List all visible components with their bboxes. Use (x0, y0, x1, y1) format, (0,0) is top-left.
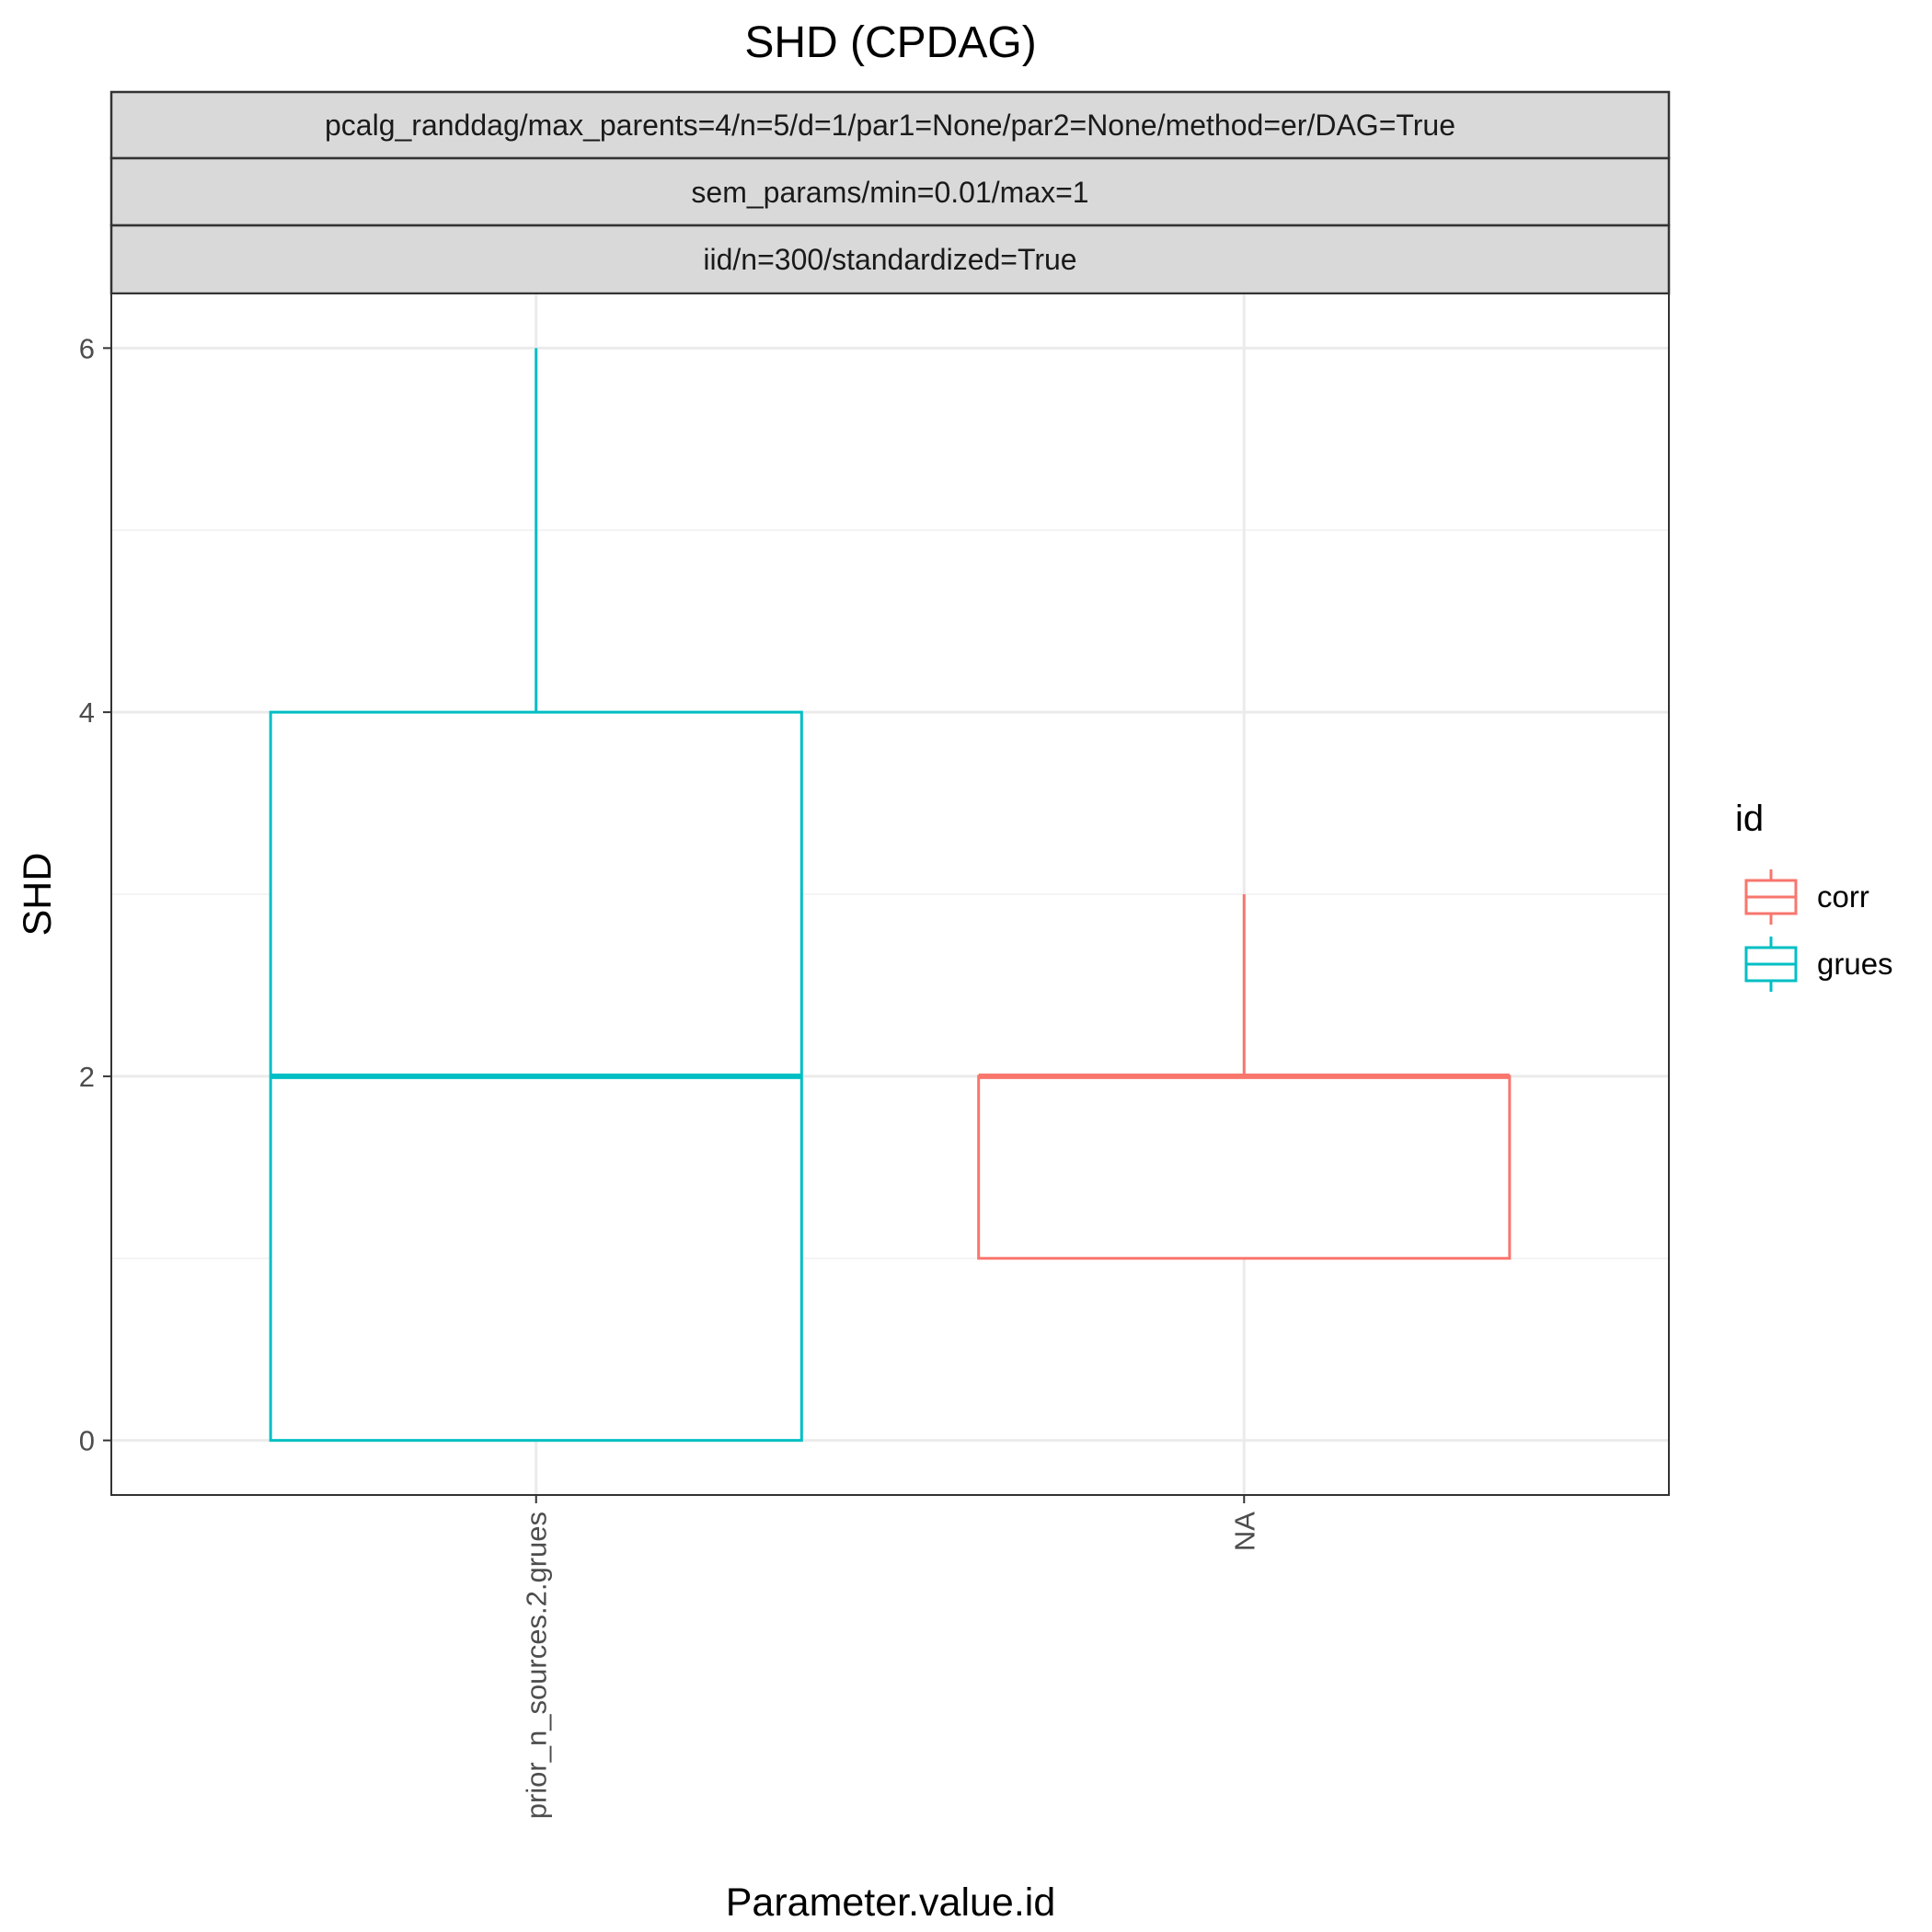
y-axis: 0 2 4 6 (79, 332, 111, 1457)
box-grues (269, 348, 803, 1443)
legend-item-corr: corr (1744, 869, 1869, 925)
x-axis-label: Parameter.value.id (726, 1880, 1056, 1925)
legend-item-grues: grues (1744, 937, 1893, 992)
y-tick-label: 6 (79, 332, 95, 364)
x-tick-label: NA (1228, 1512, 1260, 1551)
chart-title: SHD (CPDAG) (744, 18, 1036, 67)
legend-title: id (1735, 799, 1764, 839)
box-corr (977, 894, 1512, 1260)
facet-strip-1: pcalg_randdag/max_parents=4/n=5/d=1/par1… (109, 90, 1671, 160)
legend-label: corr (1817, 880, 1869, 914)
y-axis-label: SHD (16, 853, 60, 937)
y-tick-label: 0 (79, 1425, 95, 1457)
y-tick-label: 2 (79, 1061, 95, 1093)
legend: id corr grues (1735, 799, 1893, 992)
box-body (977, 1075, 1512, 1260)
facet-strip-2-label: sem_params/min=0.01/max=1 (691, 176, 1088, 209)
plot-border (110, 293, 1670, 1496)
boxes (269, 348, 1512, 1443)
y-tick-label: 4 (79, 696, 95, 729)
x-tick-label: prior_n_sources.2.grues (521, 1512, 553, 1819)
facet-strip-3-label: iid/n=300/standardized=True (703, 243, 1076, 276)
legend-label: grues (1817, 947, 1893, 981)
facet-strip-1-label: pcalg_randdag/max_parents=4/n=5/d=1/par1… (325, 109, 1455, 142)
facet-strip-3: iid/n=300/standardized=True (109, 224, 1671, 295)
x-axis: prior_n_sources.2.grues NA (521, 1495, 1260, 1819)
facet-strip-2: sem_params/min=0.01/max=1 (109, 156, 1671, 227)
